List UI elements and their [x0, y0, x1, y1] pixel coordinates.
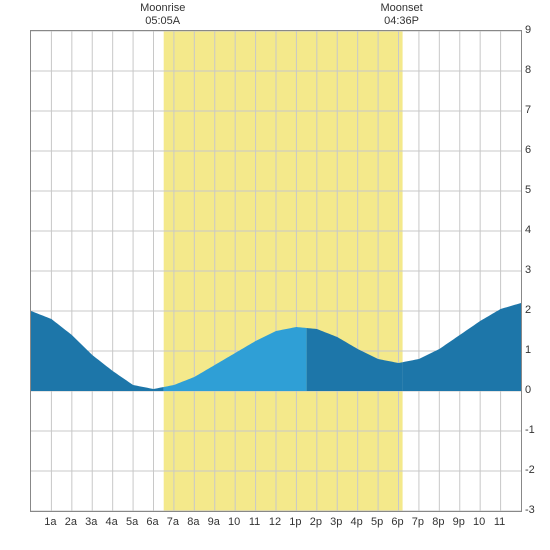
y-tick-label: 3	[525, 264, 545, 276]
y-tick-label: 6	[525, 144, 545, 156]
x-tick-label: 4a	[106, 516, 118, 528]
x-tick-label: 11	[494, 516, 505, 528]
y-tick-label: -1	[525, 424, 545, 436]
y-tick-label: 5	[525, 184, 545, 196]
x-tick-label: 1p	[289, 516, 301, 528]
y-tick-label: 4	[525, 224, 545, 236]
x-tick-label: 4p	[351, 516, 363, 528]
plot-area	[30, 30, 522, 512]
x-tick-label: 1a	[44, 516, 56, 528]
x-tick-label: 7p	[412, 516, 424, 528]
x-tick-label: 5p	[371, 516, 383, 528]
x-tick-label: 9p	[453, 516, 465, 528]
x-tick-label: 12	[269, 516, 281, 528]
x-tick-label: 10	[228, 516, 240, 528]
y-tick-label: 1	[525, 344, 545, 356]
moonrise-time: 05:05A	[140, 15, 185, 28]
x-tick-label: 9a	[208, 516, 220, 528]
x-tick-label: 6p	[391, 516, 403, 528]
x-tick-label: 2a	[65, 516, 77, 528]
y-tick-label: 7	[525, 104, 545, 116]
x-tick-label: 3p	[330, 516, 342, 528]
y-tick-label: 8	[525, 64, 545, 76]
x-tick-label: 10	[473, 516, 485, 528]
moonset-label: Moonset 04:36P	[380, 2, 422, 28]
x-tick-label: 5a	[126, 516, 138, 528]
moonrise-label: Moonrise 05:05A	[140, 2, 185, 28]
plot-svg	[31, 31, 521, 511]
y-tick-label: 0	[525, 384, 545, 396]
x-tick-label: 11	[249, 516, 260, 528]
tide-chart: { "chart": { "type": "area", "plot": { "…	[0, 0, 550, 550]
x-tick-label: 8p	[432, 516, 444, 528]
moonset-title: Moonset	[380, 2, 422, 15]
y-tick-label: -3	[525, 504, 545, 516]
x-tick-label: 7a	[167, 516, 179, 528]
x-tick-label: 3a	[85, 516, 97, 528]
x-tick-label: 6a	[146, 516, 158, 528]
x-tick-label: 8a	[187, 516, 199, 528]
y-tick-label: -2	[525, 464, 545, 476]
y-tick-label: 2	[525, 304, 545, 316]
x-tick-label: 2p	[310, 516, 322, 528]
moonset-time: 04:36P	[380, 15, 422, 28]
y-tick-label: 9	[525, 24, 545, 36]
moonrise-title: Moonrise	[140, 2, 185, 15]
